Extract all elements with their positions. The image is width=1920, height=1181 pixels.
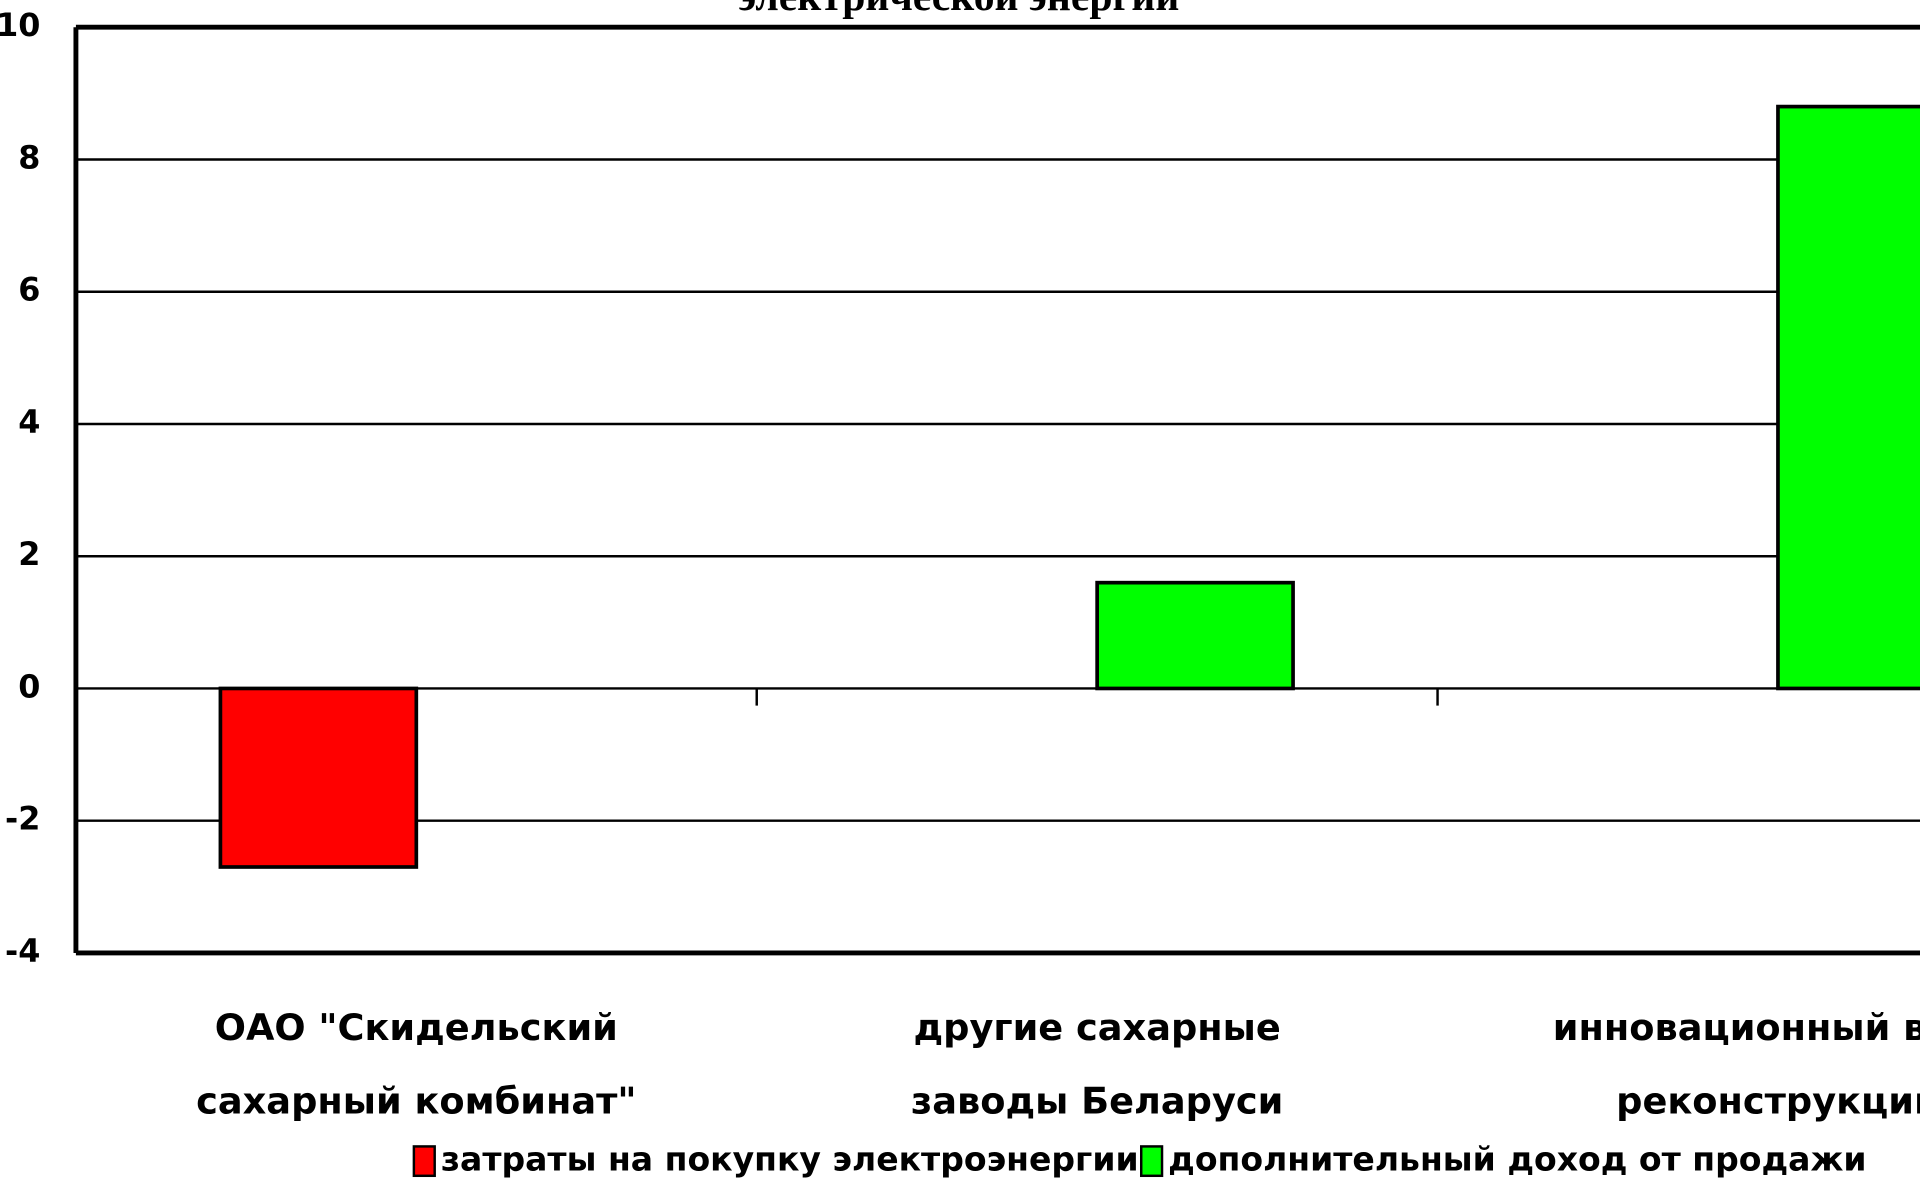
bar xyxy=(1776,104,1920,691)
chart-title: электрической энергии xyxy=(738,0,1179,20)
legend-swatch xyxy=(1140,1145,1164,1178)
legend-swatch xyxy=(412,1145,436,1178)
y-tick-label: 6 xyxy=(18,271,40,309)
bar xyxy=(1095,580,1295,691)
y-tick-label: -2 xyxy=(5,800,40,838)
bar xyxy=(218,686,419,869)
y-tick-label: -4 xyxy=(5,932,40,970)
legend-label: затраты на покупку электроэнергии xyxy=(441,1140,1139,1179)
y-tick-label: 8 xyxy=(18,138,40,176)
y-tick-label: 4 xyxy=(18,403,40,441)
y-tick-label: 10 xyxy=(0,6,40,44)
y-tick-label: 0 xyxy=(18,667,40,705)
y-tick-label: 2 xyxy=(18,535,40,573)
x-tick-label: другие сахарные заводы Беларуси xyxy=(911,1005,1284,1121)
x-tick-label: ОАО "Скидельский сахарный комбинат" xyxy=(196,1005,636,1121)
x-tick-label: инновационный вариреконструкции xyxy=(1553,1005,1920,1121)
legend-label: дополнительный доход от продажи xyxy=(1168,1140,1866,1179)
